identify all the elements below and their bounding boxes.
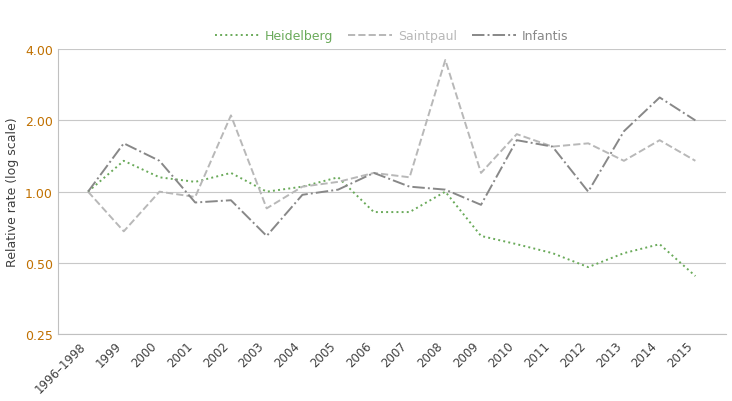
Heidelberg — [83, 190, 92, 194]
Saintpaul — [298, 185, 307, 190]
Infantis — [441, 188, 449, 192]
Heidelberg — [512, 242, 521, 247]
Infantis — [512, 138, 521, 143]
Heidelberg — [370, 210, 378, 215]
Infantis — [584, 190, 593, 194]
Saintpaul — [226, 114, 235, 119]
Heidelberg — [226, 171, 235, 176]
Infantis — [262, 234, 271, 239]
Line: Heidelberg: Heidelberg — [88, 162, 695, 276]
Saintpaul — [512, 132, 521, 137]
Infantis — [155, 159, 164, 164]
Infantis — [119, 142, 128, 146]
Heidelberg — [655, 242, 664, 247]
Line: Saintpaul: Saintpaul — [88, 61, 695, 232]
Infantis — [191, 200, 200, 205]
Saintpaul — [334, 180, 343, 185]
Saintpaul — [83, 190, 92, 194]
Saintpaul — [262, 207, 271, 211]
Infantis — [334, 188, 343, 192]
Saintpaul — [548, 145, 557, 150]
Heidelberg — [441, 190, 449, 194]
Infantis — [83, 190, 92, 194]
Saintpaul — [406, 176, 414, 180]
Saintpaul — [477, 171, 485, 176]
Infantis — [298, 193, 307, 198]
Infantis — [548, 145, 557, 150]
Infantis — [691, 119, 700, 124]
Saintpaul — [584, 142, 593, 146]
Heidelberg — [691, 274, 700, 279]
Saintpaul — [619, 159, 628, 164]
Heidelberg — [155, 176, 164, 180]
Saintpaul — [155, 190, 164, 194]
Heidelberg — [334, 176, 343, 180]
Saintpaul — [119, 229, 128, 234]
Infantis — [619, 130, 628, 134]
Infantis — [406, 185, 414, 190]
Infantis — [655, 96, 664, 101]
Heidelberg — [548, 251, 557, 256]
Heidelberg — [262, 190, 271, 194]
Heidelberg — [406, 210, 414, 215]
Infantis — [370, 171, 378, 176]
Heidelberg — [619, 251, 628, 256]
Saintpaul — [441, 59, 449, 63]
Y-axis label: Relative rate (log scale): Relative rate (log scale) — [7, 117, 19, 267]
Infantis — [477, 203, 485, 208]
Heidelberg — [298, 185, 307, 190]
Saintpaul — [370, 171, 378, 176]
Heidelberg — [119, 159, 128, 164]
Line: Infantis: Infantis — [88, 98, 695, 236]
Saintpaul — [691, 159, 700, 164]
Saintpaul — [655, 138, 664, 143]
Heidelberg — [191, 180, 200, 185]
Saintpaul — [191, 195, 200, 200]
Heidelberg — [584, 265, 593, 270]
Legend: Heidelberg, Saintpaul, Infantis: Heidelberg, Saintpaul, Infantis — [210, 25, 574, 48]
Heidelberg — [477, 234, 485, 239]
Infantis — [226, 198, 235, 203]
